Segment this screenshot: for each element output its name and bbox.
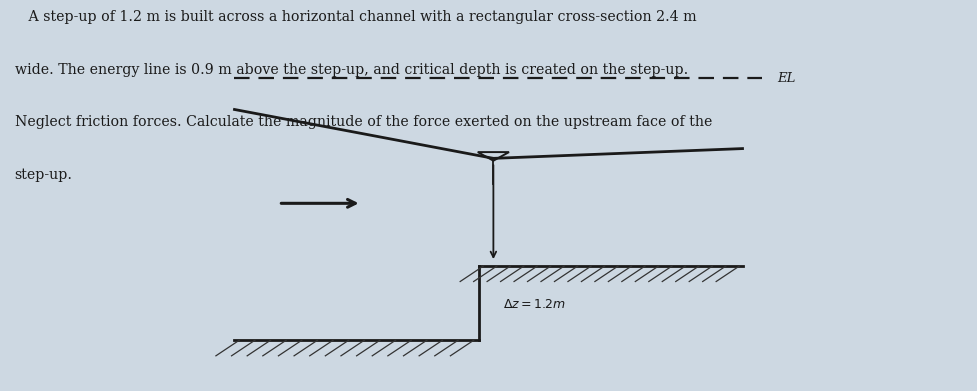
- Text: A step-up of 1.2 m is built across a horizontal channel with a rectangular cross: A step-up of 1.2 m is built across a hor…: [15, 10, 697, 24]
- Text: Neglect friction forces. Calculate the magnitude of the force exerted on the ups: Neglect friction forces. Calculate the m…: [15, 115, 712, 129]
- Text: wide. The energy line is 0.9 m above the step-up, and critical depth is created : wide. The energy line is 0.9 m above the…: [15, 63, 688, 77]
- Text: EL: EL: [777, 72, 795, 85]
- Text: $\Delta z = 1.2m$: $\Delta z = 1.2m$: [503, 298, 566, 312]
- Text: step-up.: step-up.: [15, 168, 72, 182]
